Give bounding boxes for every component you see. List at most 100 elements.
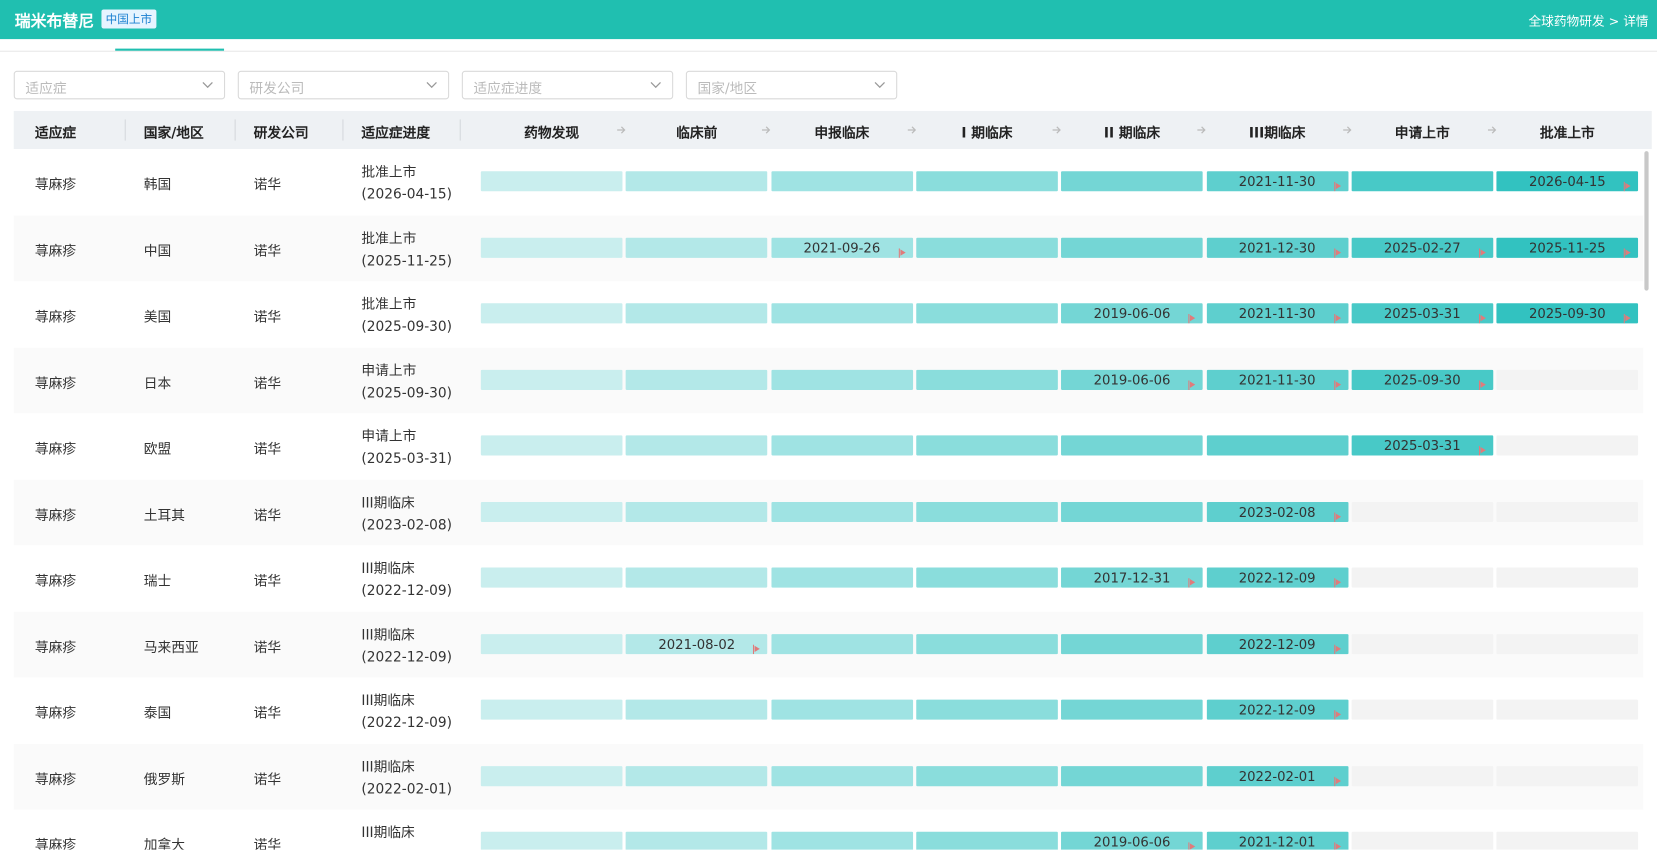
stage-bar [1061,501,1203,522]
indication: 荨麻疹 [34,309,77,326]
progress-date: (2025-09-30) [361,385,452,402]
company: 诺华 [253,243,282,260]
stage-bar [771,699,913,720]
scrollbar[interactable] [1644,151,1649,291]
company: 诺华 [253,507,282,524]
stage-date: 2019-06-06 [1093,833,1171,850]
stage-bar [1351,567,1494,588]
stage-date: 2017-12-31 [1093,569,1171,586]
stage-bar [916,369,1058,390]
stage-date: 2022-12-09 [1238,701,1316,718]
column-header: 研发公司 [253,125,309,142]
column-separator [342,119,344,141]
indication: 荨麻疹 [34,441,77,458]
stage-bar: 2026-04-15 [1496,171,1639,192]
progress-date: (2026-04-15) [361,187,452,203]
stage-bar: 2021-09-26 [771,237,913,258]
stage-flag [753,639,761,659]
stage-flag [1333,771,1341,791]
progress: 批准上市 (2025-09-30) [361,294,452,338]
stage-flag [1333,573,1341,593]
progress-status: III期临床 [361,495,415,511]
stage-bar [771,303,913,324]
stage-flag [1333,705,1341,725]
stage-flag [1188,375,1196,395]
stage-bar [916,501,1058,522]
stage-bar [771,831,913,850]
stage-bar: 2025-03-31 [1351,303,1494,324]
company: 诺华 [253,639,282,656]
stage-date: 2021-08-02 [658,635,736,652]
company: 诺华 [253,573,282,590]
stage-flag [1188,309,1196,329]
stage-flag [1333,837,1341,850]
stage-bar [480,435,623,456]
stage-bar: 2019-06-06 [1061,831,1203,850]
country: 日本 [143,375,172,392]
stage-bar [771,501,913,522]
progress-date: (2023-02-08) [361,517,452,534]
stage-bar [625,567,768,588]
progress: 批准上市 (2025-11-25) [361,228,452,272]
stage-flag [1478,375,1486,395]
stage-flag [1478,441,1486,461]
phase-header: 申报临床 [814,125,870,142]
country: 中国 [143,243,172,260]
stage-date: 2022-02-01 [1238,767,1316,784]
filter-select[interactable]: 适应症进度 [461,70,674,100]
filter-placeholder: 研发公司 [249,81,305,98]
progress: III期临床 (2023-02-08) [361,492,452,536]
progress: 批准上市 (2026-04-15) [361,162,452,206]
stage-bar: 2021-12-30 [1206,237,1348,258]
column-header: 适应症进度 [361,125,431,142]
detail-link[interactable]: 全球药物研发 > 详情 [1528,13,1649,29]
stage-bar [1061,435,1203,456]
progress-date: (2022-02-01) [361,781,452,798]
stage-flag [898,243,906,263]
company: 诺华 [253,177,282,194]
stage-bar: 2022-02-01 [1206,765,1348,786]
filter-select[interactable]: 国家/地区 [685,70,898,100]
progress: III期临床 (2022-12-09) [361,690,452,734]
stage-bar [480,501,623,522]
stage-flag [1188,573,1196,593]
phase-header: I 期临床 [961,125,1013,142]
drug-title: 瑞米布替尼 [14,11,95,31]
stage-bar [625,171,768,192]
stage-bar [1496,501,1639,522]
column-separator [234,119,236,141]
stage-bar [1351,633,1494,654]
stage-bar [1351,765,1494,786]
filter-select[interactable]: 研发公司 [237,70,450,100]
stage-bar: 2025-03-31 [1351,435,1494,456]
company: 诺华 [253,705,282,722]
indication: 荨麻疹 [34,177,77,194]
stage-date: 2025-03-31 [1383,437,1461,454]
stage-bar: 2021-11-30 [1206,171,1348,192]
table-row: 荨麻疹 美国 诺华 批准上市 (2025-09-30) 2019-06-06 2021-11… [14,281,1644,347]
table-row: 荨麻疹 泰国 诺华 III期临床 (2022-12-09) 2022-12-09 [14,677,1644,743]
filter-select[interactable]: 适应症 [13,70,226,100]
stage-bar: 2025-09-30 [1496,303,1639,324]
stage-flag [1333,243,1341,263]
stage-bar [480,765,623,786]
stage-bar [480,303,623,324]
table-row: 荨麻疹 日本 诺华 申请上市 (2025-09-30) 2019-06-06 2021-11… [13,347,1644,414]
stage-bar [1351,501,1494,522]
table-row: 荨麻疹 马来西亚 诺华 III期临床 (2022-12-09) 2021-08-02 202… [13,611,1644,678]
indication: 荨麻疹 [34,705,77,722]
table-row: 荨麻疹 欧盟 诺华 申请上市 (2025-03-31) 2025-03-31 [14,413,1644,479]
tab-divider [0,50,1657,52]
company: 诺华 [253,771,282,788]
stage-date: 2025-02-27 [1383,239,1461,256]
stage-bar [1206,435,1348,456]
indication: 荨麻疹 [34,573,77,590]
stage-bar [625,765,768,786]
stage-date: 2021-11-30 [1238,371,1316,388]
stage-flag [1623,176,1631,196]
indication: 荨麻疹 [34,375,77,392]
progress: 申请上市 (2025-03-31) [361,426,452,470]
country: 俄罗斯 [143,771,185,788]
